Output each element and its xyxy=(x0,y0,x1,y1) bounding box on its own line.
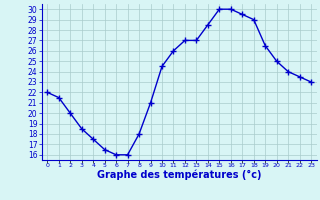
X-axis label: Graphe des températures (°c): Graphe des températures (°c) xyxy=(97,169,261,180)
